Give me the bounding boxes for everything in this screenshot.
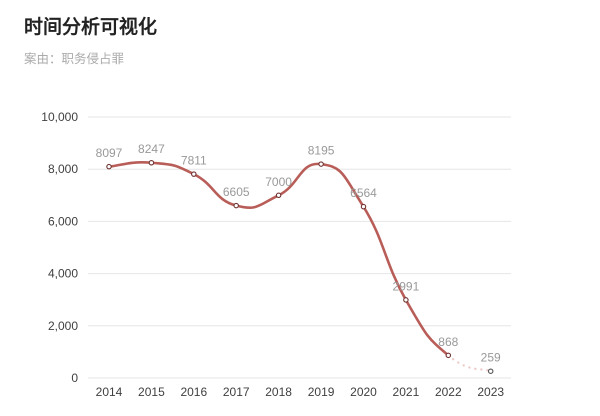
svg-text:2020: 2020 xyxy=(350,385,377,399)
svg-text:8195: 8195 xyxy=(308,144,335,158)
svg-text:2021: 2021 xyxy=(393,385,420,399)
svg-text:4,000: 4,000 xyxy=(48,267,78,281)
svg-text:8,000: 8,000 xyxy=(48,162,78,176)
svg-text:6605: 6605 xyxy=(223,185,250,199)
svg-text:2,000: 2,000 xyxy=(48,319,78,333)
svg-text:2015: 2015 xyxy=(138,385,165,399)
svg-text:259: 259 xyxy=(481,351,501,365)
svg-text:7000: 7000 xyxy=(265,175,292,189)
svg-text:2019: 2019 xyxy=(308,385,335,399)
svg-text:7811: 7811 xyxy=(181,154,207,168)
svg-text:0: 0 xyxy=(71,371,78,385)
svg-text:8247: 8247 xyxy=(138,142,165,156)
svg-text:8097: 8097 xyxy=(96,146,123,160)
svg-text:2018: 2018 xyxy=(265,385,292,399)
svg-text:2016: 2016 xyxy=(180,385,207,399)
svg-text:10,000: 10,000 xyxy=(41,110,78,124)
svg-text:2017: 2017 xyxy=(223,385,250,399)
svg-text:2014: 2014 xyxy=(96,385,123,399)
svg-text:2023: 2023 xyxy=(477,385,504,399)
svg-text:6564: 6564 xyxy=(350,186,377,200)
svg-text:6,000: 6,000 xyxy=(48,214,78,228)
svg-text:2991: 2991 xyxy=(393,279,420,293)
svg-text:868: 868 xyxy=(438,335,458,349)
svg-text:2022: 2022 xyxy=(435,385,462,399)
